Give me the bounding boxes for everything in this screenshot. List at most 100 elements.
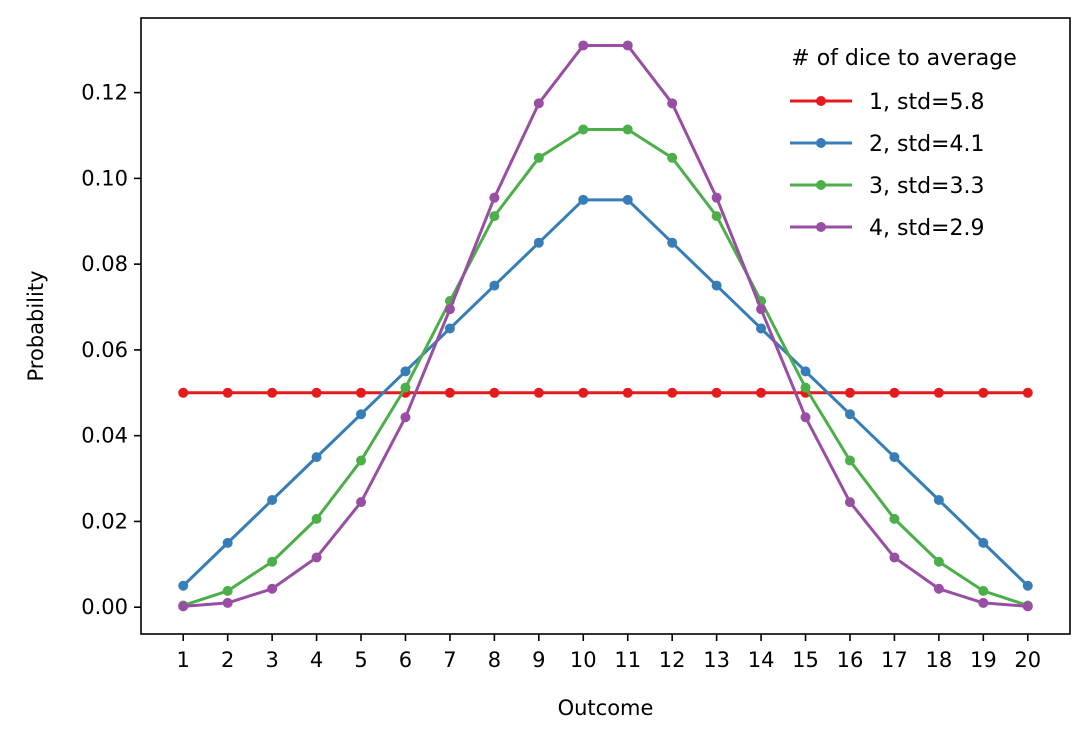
- x-tick-label: 17: [881, 648, 908, 672]
- y-tick-label: 0.10: [81, 166, 128, 190]
- legend-item: 3, std=3.3: [790, 174, 984, 199]
- x-tick-label: 12: [659, 648, 686, 672]
- series-4: [178, 40, 1033, 612]
- data-point: [622, 387, 633, 398]
- data-point: [711, 387, 722, 398]
- series-line: [182, 127, 1029, 607]
- data-point: [267, 583, 278, 594]
- data-point: [578, 40, 589, 51]
- legend-item: 4, std=2.9: [790, 216, 984, 241]
- data-point: [533, 152, 544, 163]
- x-tick-label: 1: [177, 648, 190, 672]
- data-point: [578, 194, 589, 205]
- data-point: [311, 513, 322, 524]
- data-point: [844, 497, 855, 508]
- data-point: [311, 452, 322, 463]
- data-point: [844, 455, 855, 466]
- x-tick-label: 18: [926, 648, 953, 672]
- legend-item: 2, std=4.1: [790, 132, 984, 157]
- x-tick-label: 11: [614, 648, 641, 672]
- data-point: [222, 387, 233, 398]
- x-tick-label: 7: [443, 648, 456, 672]
- x-axis-label: Outcome: [558, 696, 654, 720]
- data-point: [667, 152, 678, 163]
- x-tick-label: 8: [488, 648, 501, 672]
- data-point: [622, 124, 633, 135]
- data-point: [889, 387, 900, 398]
- data-point: [978, 585, 989, 596]
- data-point: [711, 280, 722, 291]
- legend-title: # of dice to average: [791, 46, 1016, 71]
- data-point: [311, 387, 322, 398]
- data-point: [711, 192, 722, 203]
- data-point: [444, 323, 455, 334]
- data-point: [978, 387, 989, 398]
- data-point: [978, 597, 989, 608]
- y-tick-label: 0.12: [81, 81, 128, 105]
- plot-area: [178, 40, 1033, 612]
- data-point: [400, 412, 411, 423]
- data-point: [756, 387, 767, 398]
- legend-swatch-marker: [816, 138, 826, 148]
- x-tick-label: 14: [748, 648, 775, 672]
- data-point: [178, 601, 189, 612]
- data-point: [400, 382, 411, 393]
- data-point: [400, 366, 411, 377]
- data-point: [311, 552, 322, 563]
- data-point: [444, 387, 455, 398]
- data-point: [489, 387, 500, 398]
- data-point: [933, 583, 944, 594]
- legend-swatch-marker: [816, 96, 826, 106]
- data-point: [1022, 580, 1033, 591]
- y-tick-label: 0.04: [81, 424, 128, 448]
- legend-item: 1, std=5.8: [790, 90, 984, 115]
- axes: 1 2 3 4 5 6 7 8 9 10 11 12 13 14 15 16 17 18 19 200.000.020…: [81, 17, 1071, 672]
- y-tick-label: 0.02: [81, 509, 128, 533]
- data-point: [178, 387, 189, 398]
- x-tick-label: 15: [792, 648, 819, 672]
- x-tick-label: 10: [570, 648, 597, 672]
- data-point: [756, 323, 767, 334]
- data-point: [178, 580, 189, 591]
- x-tick-label: 5: [354, 648, 367, 672]
- data-point: [844, 387, 855, 398]
- data-point: [978, 537, 989, 548]
- series-1: [178, 387, 1033, 398]
- data-point: [578, 124, 589, 135]
- data-point: [889, 552, 900, 563]
- data-point: [533, 98, 544, 109]
- series-2: [178, 194, 1033, 591]
- legend-swatch-marker: [816, 180, 826, 190]
- data-point: [933, 556, 944, 567]
- y-axis-label: Probability: [24, 270, 48, 381]
- series-line: [183, 43, 1028, 608]
- data-point: [356, 497, 367, 508]
- data-point: [533, 237, 544, 248]
- legend-label: 3, std=3.3: [869, 174, 984, 199]
- data-point: [489, 211, 500, 222]
- data-point: [1022, 601, 1033, 612]
- data-point: [756, 304, 767, 315]
- data-point: [844, 409, 855, 420]
- data-point: [889, 513, 900, 524]
- data-point: [267, 494, 278, 505]
- x-tick-label: 4: [310, 648, 323, 672]
- data-point: [356, 409, 367, 420]
- x-tick-label: 3: [265, 648, 278, 672]
- data-point: [667, 98, 678, 109]
- data-point: [1022, 387, 1033, 398]
- data-point: [800, 366, 811, 377]
- x-tick-label: 2: [221, 648, 234, 672]
- x-tick-label: 6: [399, 648, 412, 672]
- legend-label: 4, std=2.9: [869, 216, 984, 241]
- data-point: [667, 387, 678, 398]
- data-point: [800, 412, 811, 423]
- data-point: [267, 387, 278, 398]
- series-line: [182, 198, 1029, 587]
- x-tick-label: 19: [970, 648, 997, 672]
- x-tick-label: 20: [1014, 648, 1041, 672]
- legend-swatch-marker: [816, 222, 826, 232]
- data-point: [622, 194, 633, 205]
- legend-label: 2, std=4.1: [869, 132, 984, 157]
